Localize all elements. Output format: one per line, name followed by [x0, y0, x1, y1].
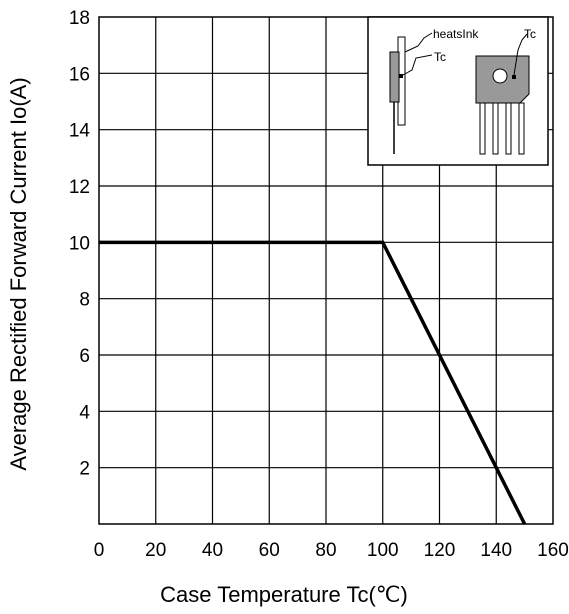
y-tick-label: 6: [79, 346, 90, 367]
x-tick-label: 160: [537, 540, 569, 561]
x-axis-title: Case Temperature Tc(℃): [160, 582, 408, 607]
x-tick-label: 140: [480, 540, 512, 561]
x-tick-label: 0: [94, 540, 105, 561]
tc-point-left: [399, 74, 403, 78]
y-axis-title: Average Rectified Forward Current Io(A): [6, 77, 31, 470]
y-tick-label: 12: [69, 177, 90, 198]
x-tick-label: 80: [315, 540, 336, 561]
mounting-hole-icon: [492, 68, 508, 84]
tc-point-right: [512, 75, 516, 79]
derating-curve: [99, 240, 527, 525]
x-tick-label: 60: [259, 540, 280, 561]
package-inset: heatsInk Tc Tc: [367, 16, 549, 166]
x-tick-label: 20: [145, 540, 166, 561]
plot-border: [98, 16, 554, 525]
front-leads: [479, 102, 525, 155]
y-tick-label: 10: [69, 233, 90, 254]
y-tick-label: 2: [79, 459, 90, 480]
x-tick-label: 40: [202, 540, 223, 561]
tc-label-left: Tc: [434, 50, 446, 64]
tc-leader-right: [513, 33, 528, 76]
y-tick-label: 4: [79, 402, 90, 423]
y-tick-label: 8: [79, 290, 90, 311]
tc-leader-left: [402, 54, 433, 76]
heatsink-label: heatsInk: [433, 27, 479, 41]
tc-label-right: Tc: [524, 27, 536, 41]
y-tick-label: 14: [69, 121, 91, 142]
y-tick-label: 18: [69, 8, 90, 29]
package-side-body: [389, 51, 400, 103]
series-lines: [99, 240, 527, 525]
heatsink-leader: [404, 32, 433, 53]
plot-frame: [98, 16, 554, 525]
x-tick-labels: 0 20 40 60 80 100 120 140 160: [94, 540, 569, 561]
y-tick-labels: 2 4 6 8 10 12 14 16 18: [69, 8, 91, 480]
x-tick-label: 120: [424, 540, 456, 561]
y-tick-label: 16: [69, 64, 90, 85]
x-tick-label: 100: [367, 540, 399, 561]
